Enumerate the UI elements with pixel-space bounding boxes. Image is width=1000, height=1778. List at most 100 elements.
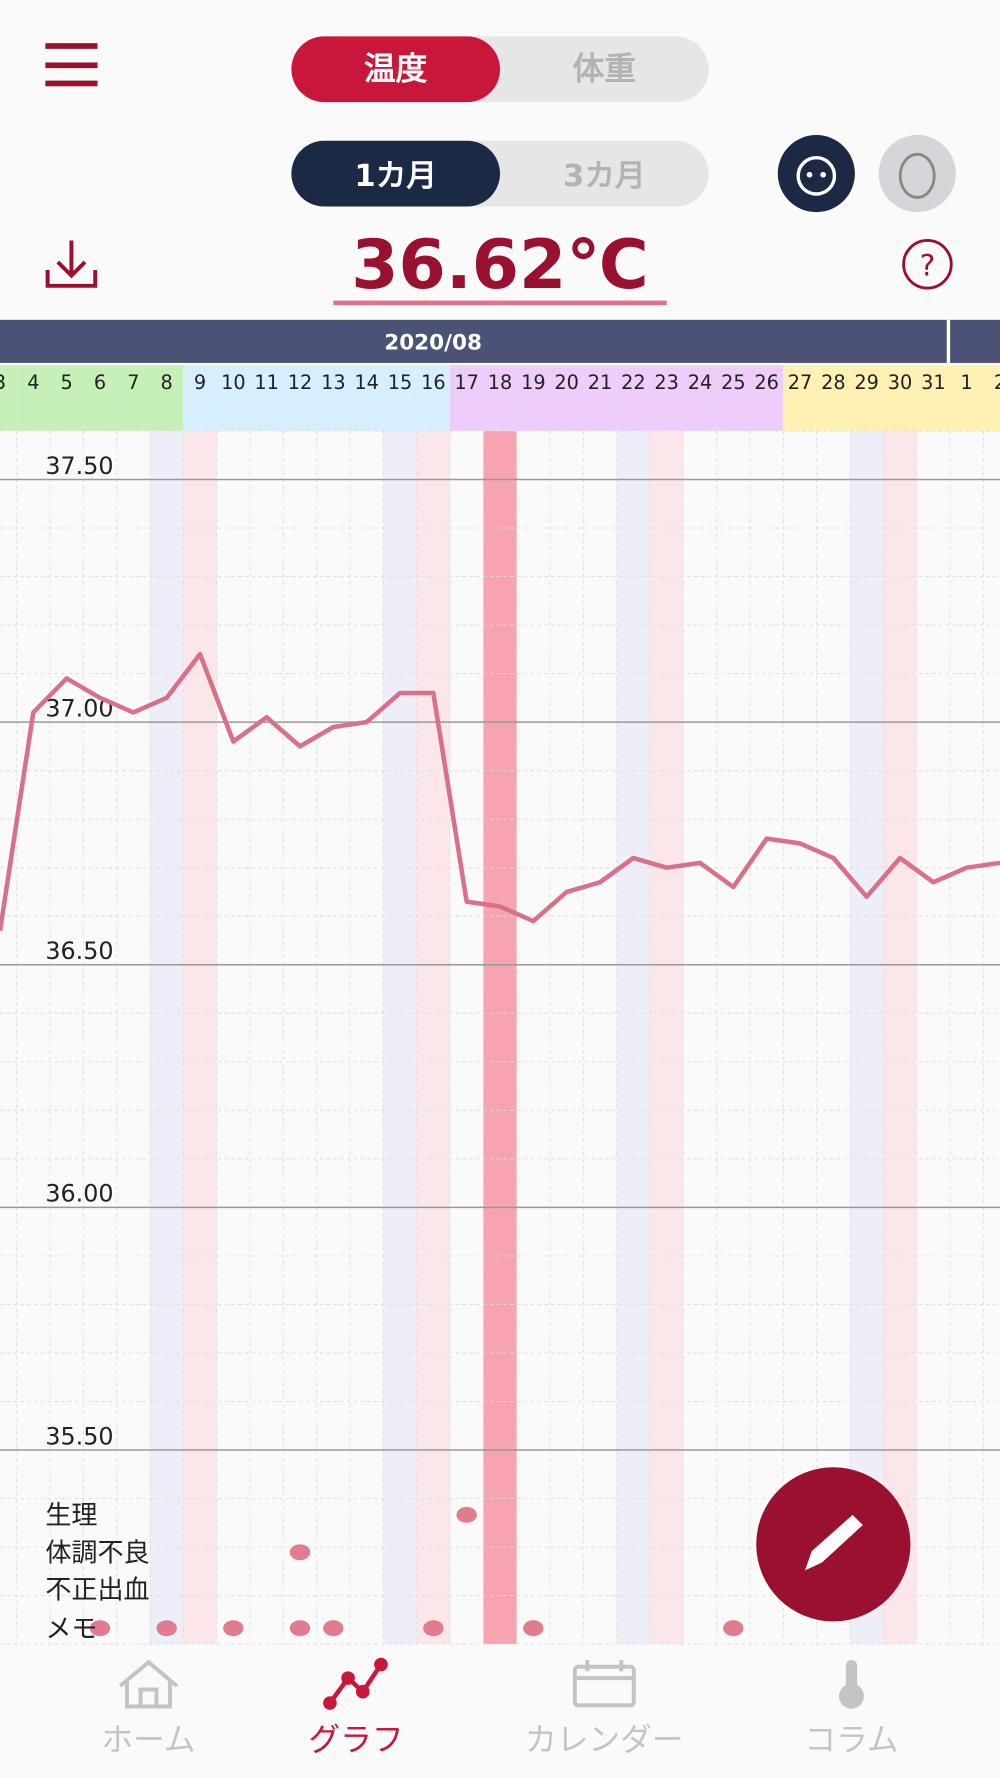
day-cell xyxy=(883,365,917,431)
x-tick-label: 23 xyxy=(654,371,679,394)
day-cell xyxy=(316,365,350,431)
download-button[interactable] xyxy=(45,240,98,288)
x-tick-label: 18 xyxy=(488,371,513,394)
day-cell xyxy=(516,365,550,431)
day-cell xyxy=(683,365,717,431)
day-cell xyxy=(83,365,117,431)
event-dot xyxy=(723,1620,744,1637)
menu-button[interactable] xyxy=(45,43,98,87)
day-cell xyxy=(983,365,1000,431)
egg-button[interactable] xyxy=(878,135,956,213)
edit-button[interactable] xyxy=(756,1467,911,1622)
event-dot xyxy=(423,1620,444,1637)
nav-label[interactable]: ホーム xyxy=(101,1723,195,1759)
day-cell xyxy=(250,365,284,431)
event-dot xyxy=(289,1544,311,1561)
x-tick-label: 4 xyxy=(27,371,39,394)
event-label: 生理 xyxy=(45,1501,97,1531)
x-tick-label: 10 xyxy=(221,371,246,394)
x-tick-label: 6 xyxy=(94,371,106,394)
column-highlight xyxy=(883,430,917,1645)
tab-label[interactable]: 温度 xyxy=(364,51,428,87)
column-highlight xyxy=(416,430,450,1645)
period-label[interactable]: 3カ月 xyxy=(563,159,646,194)
column-icon[interactable] xyxy=(839,1659,864,1709)
nav-label[interactable]: カレンダー xyxy=(525,1723,684,1759)
y-tick-label: 37.50 xyxy=(45,452,113,480)
x-tick-label: 11 xyxy=(254,371,279,394)
column-highlight xyxy=(183,430,217,1645)
day-cell xyxy=(150,365,184,431)
y-tick-label: 36.00 xyxy=(45,1180,113,1208)
day-cell xyxy=(783,365,817,431)
column-highlight xyxy=(616,430,651,1645)
temperature-line xyxy=(0,651,1000,932)
x-tick-label: 20 xyxy=(554,371,579,394)
y-tick-label: 35.50 xyxy=(45,1422,113,1450)
day-cell xyxy=(650,365,684,431)
x-tick-label: 22 xyxy=(621,371,646,394)
event-label: メモ xyxy=(45,1614,97,1644)
day-cell xyxy=(950,365,984,431)
event-dot xyxy=(289,1620,311,1637)
event-label: 体調不良 xyxy=(45,1538,149,1568)
day-cell xyxy=(16,365,51,431)
x-tick-label: 9 xyxy=(194,371,206,394)
event-dot xyxy=(456,1506,477,1523)
period-day xyxy=(483,430,517,1645)
day-cell xyxy=(0,365,17,431)
x-tick-label: 8 xyxy=(161,371,173,394)
period-label[interactable]: 1カ月 xyxy=(354,159,437,194)
current-temperature: 36.62℃ xyxy=(351,226,649,305)
day-cell xyxy=(450,365,484,431)
x-tick-label: 29 xyxy=(854,371,879,394)
x-tick-label: 25 xyxy=(721,371,746,394)
plot: 37.5037.0036.5036.0035.50345678910111213… xyxy=(0,365,1000,1645)
x-tick-label: 14 xyxy=(354,371,379,394)
nav-label[interactable]: グラフ xyxy=(308,1723,403,1759)
x-tick-label: 24 xyxy=(688,371,713,394)
day-cell xyxy=(416,365,450,431)
event-dot xyxy=(323,1620,344,1637)
x-tick-label: 5 xyxy=(61,371,73,394)
x-tick-label: 19 xyxy=(521,371,546,394)
event-label: 不正出血 xyxy=(45,1576,149,1606)
day-cell xyxy=(583,365,617,431)
day-cell xyxy=(350,365,384,431)
ai-icon-button[interactable] xyxy=(777,135,855,213)
x-tick-label: 1 xyxy=(961,371,973,394)
column-highlight xyxy=(650,430,684,1645)
event-dot xyxy=(156,1620,177,1637)
day-cell xyxy=(283,365,317,431)
help-button[interactable]: ? xyxy=(902,239,953,290)
column-highlight xyxy=(150,430,184,1645)
day-cell xyxy=(383,365,417,431)
underline xyxy=(333,300,667,306)
day-cell xyxy=(483,365,517,431)
tab-active[interactable] xyxy=(291,36,500,103)
day-cell xyxy=(183,365,217,431)
x-tick-label: 28 xyxy=(821,371,846,394)
x-tick-label: 7 xyxy=(127,371,139,394)
graph-icon[interactable] xyxy=(323,1657,388,1710)
x-tick-label: 17 xyxy=(454,371,479,394)
month-label: 2020/08 xyxy=(384,330,482,355)
x-tick-label: 13 xyxy=(321,371,346,394)
y-tick-label: 36.50 xyxy=(45,937,113,965)
month-separator xyxy=(946,319,951,363)
x-tick-label: 2 xyxy=(994,371,1000,394)
calendar-icon[interactable] xyxy=(572,1659,636,1708)
x-tick-label: 15 xyxy=(388,371,413,394)
x-tick-label: 31 xyxy=(921,371,946,394)
period-active[interactable] xyxy=(291,140,500,207)
bottom-nav xyxy=(0,1646,1000,1778)
tab-label[interactable]: 体重 xyxy=(573,51,636,87)
home-icon[interactable] xyxy=(118,1659,179,1709)
event-dot xyxy=(223,1620,244,1637)
day-cell xyxy=(750,365,784,431)
day-cell xyxy=(616,365,651,431)
x-tick-label: 21 xyxy=(588,371,613,394)
nav-label[interactable]: コラム xyxy=(804,1723,898,1759)
event-dot xyxy=(89,1620,111,1637)
